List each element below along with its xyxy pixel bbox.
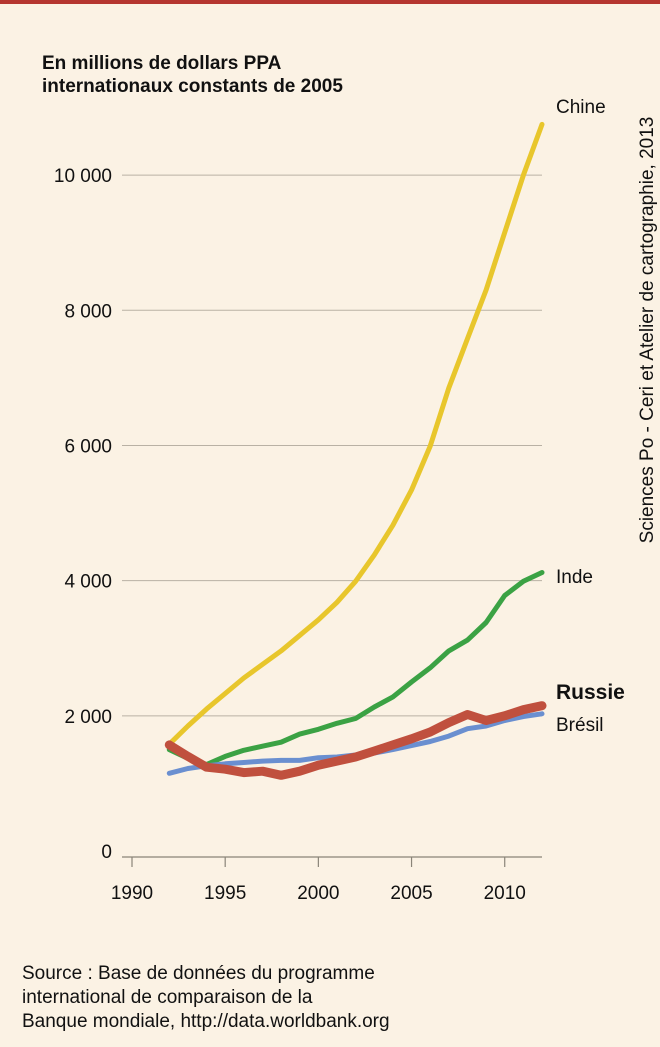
x-tick-label-1990: 1990: [111, 883, 153, 904]
chart-title-line-2: internationaux constants de 2005: [42, 76, 343, 97]
source-note: Source : Base de données du programme in…: [22, 962, 622, 1034]
series-line-inde: [166, 570, 545, 767]
series-label-russie: Russie: [556, 681, 625, 704]
x-tick-label-2010: 2010: [484, 883, 526, 904]
series-line-chine: [166, 121, 545, 747]
source-line-2: international de comparaison de la: [22, 987, 313, 1008]
source-line-1: Source : Base de données du programme: [22, 963, 375, 984]
y-tick-label-0: 0: [101, 842, 112, 863]
credit-text: Sciences Po - Ceri et Atelier de cartogr…: [637, 116, 658, 544]
y-tick-label-8000: 8 000: [64, 301, 112, 322]
x-tick-label-1995: 1995: [204, 883, 246, 904]
chart-title-line-1: En millions de dollars PPA: [42, 53, 282, 74]
x-tick-label-2005: 2005: [390, 883, 432, 904]
y-tick-label-6000: 6 000: [64, 436, 112, 457]
y-axis-tick-labels: 0 2 000 4 000 6 000 8 000 10 000: [54, 166, 112, 863]
series-lines: [164, 121, 547, 780]
series-line-russie: [164, 701, 547, 780]
chart-title: En millions de dollars PPA internationau…: [42, 52, 462, 98]
series-label-bresil: Brésil: [556, 715, 604, 736]
gridlines: [122, 174, 542, 717]
y-tick-label-2000: 2 000: [64, 707, 112, 728]
series-label-chine: Chine: [556, 97, 606, 118]
y-tick-label-10000: 10 000: [54, 166, 112, 187]
y-tick-label-4000: 4 000: [64, 572, 112, 593]
x-tick-label-2000: 2000: [297, 883, 339, 904]
series-labels: Chine Inde Russie Brésil: [556, 97, 625, 736]
source-line-3: Banque mondiale, http://data.worldbank.o…: [22, 1011, 390, 1032]
top-rule: [0, 0, 660, 4]
series-label-inde: Inde: [556, 567, 593, 588]
x-axis-ticks: 1990 1995 2000 2005 2010: [111, 857, 526, 904]
